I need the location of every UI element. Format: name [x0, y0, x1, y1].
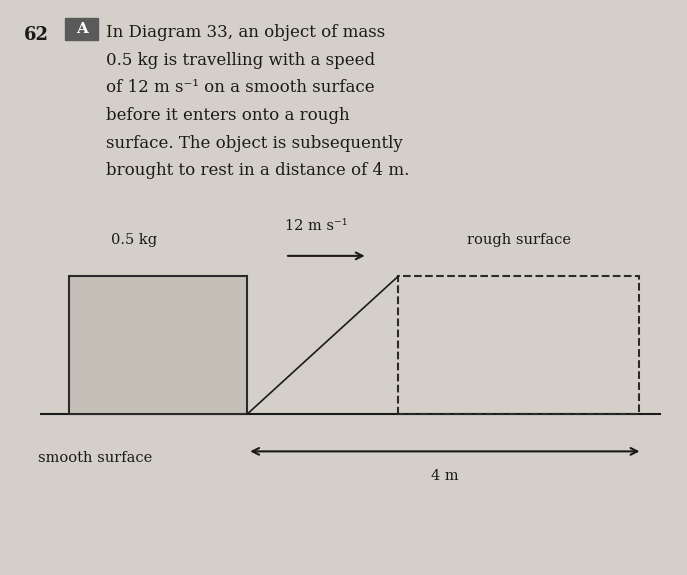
- Bar: [398, 276, 639, 414]
- Text: 4 m: 4 m: [431, 469, 459, 482]
- Text: 0.5 kg is travelling with a speed: 0.5 kg is travelling with a speed: [106, 52, 376, 69]
- Text: of 12 m s⁻¹ on a smooth surface: of 12 m s⁻¹ on a smooth surface: [106, 79, 375, 97]
- Text: 0.5 kg: 0.5 kg: [111, 233, 157, 247]
- Text: brought to rest in a distance of 4 m.: brought to rest in a distance of 4 m.: [106, 162, 410, 179]
- Text: 12 m s⁻¹: 12 m s⁻¹: [285, 219, 348, 233]
- Text: smooth surface: smooth surface: [38, 451, 152, 465]
- Text: In Diagram 33, an object of mass: In Diagram 33, an object of mass: [106, 24, 385, 41]
- Text: A: A: [76, 22, 88, 36]
- Bar: [65, 18, 98, 40]
- Text: rough surface: rough surface: [466, 233, 571, 247]
- Bar: [69, 276, 247, 414]
- Text: 62: 62: [24, 26, 49, 44]
- Text: surface. The object is subsequently: surface. The object is subsequently: [106, 135, 403, 152]
- Text: before it enters onto a rough: before it enters onto a rough: [106, 107, 350, 124]
